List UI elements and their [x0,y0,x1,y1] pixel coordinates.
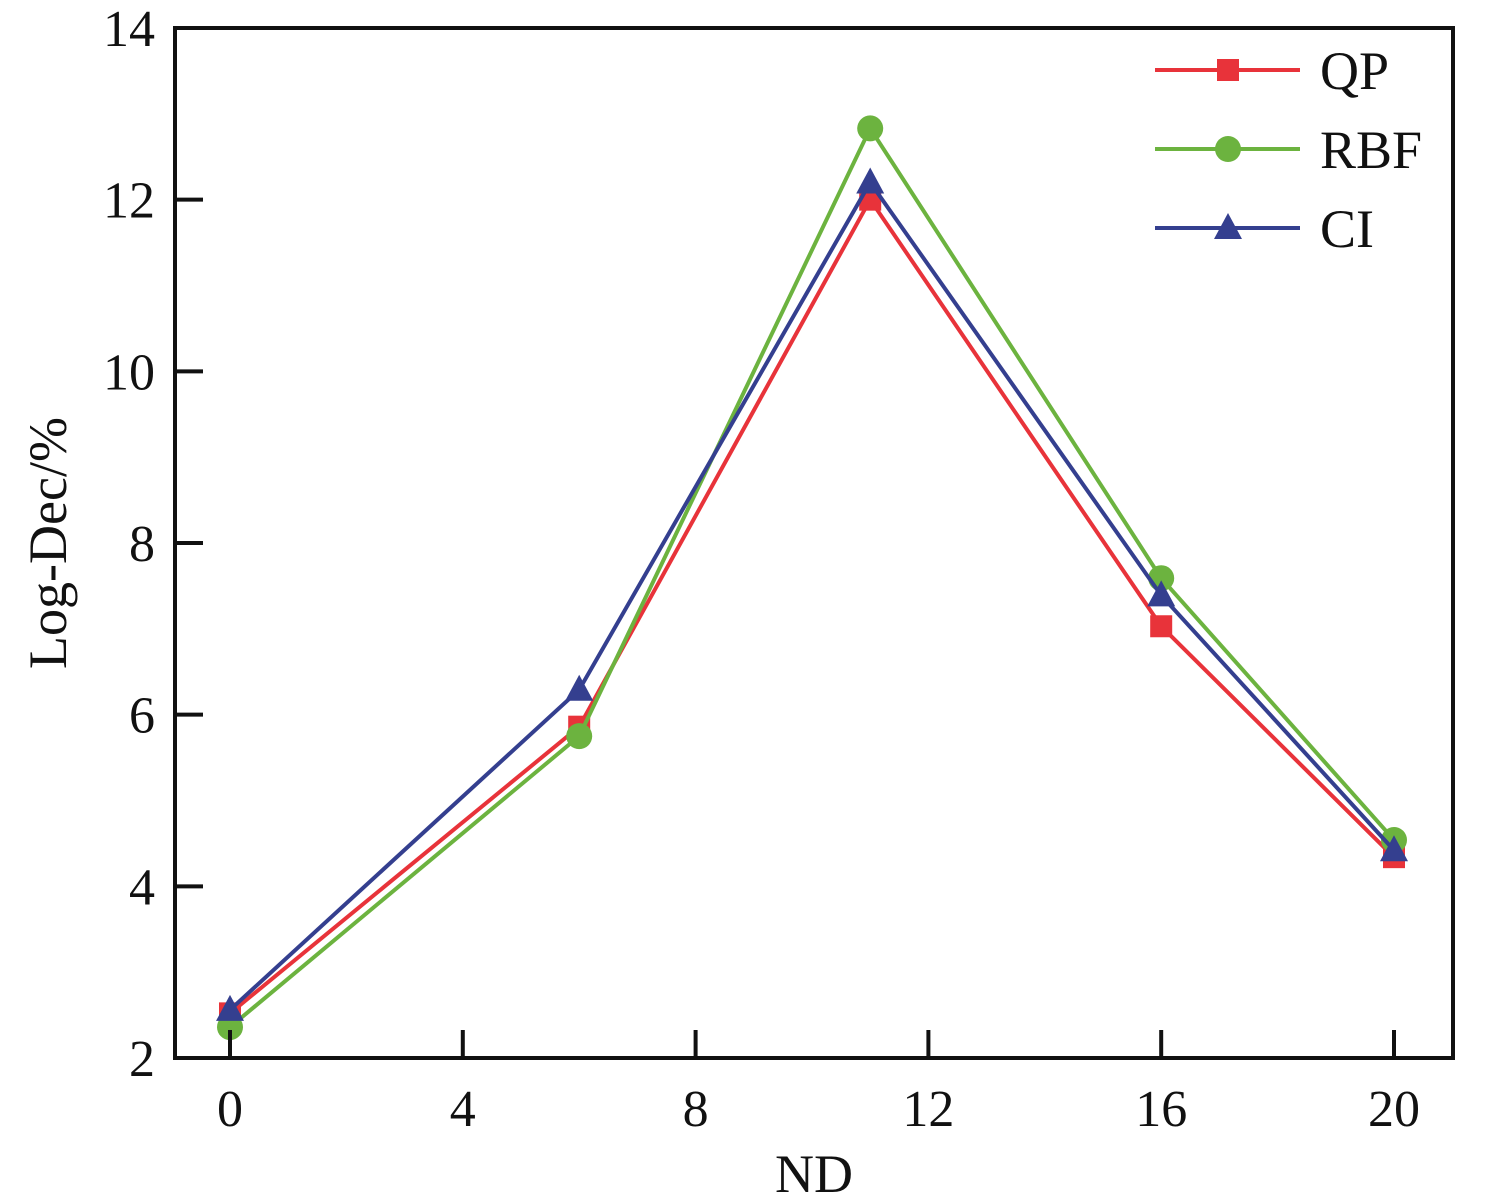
series-ci [216,167,1408,1021]
x-tick-label: 16 [1135,1081,1187,1138]
data-point-ci [856,167,885,194]
x-tick-label: 20 [1368,1081,1420,1138]
legend-marker-ci [1214,213,1242,239]
y-tick-label: 10 [103,344,155,401]
data-point-ci [1380,835,1408,862]
x-tick-label: 12 [902,1081,954,1138]
y-tick-label: 2 [129,1031,155,1088]
legend-label-rbf: RBF [1320,120,1422,180]
x-tick-label: 4 [450,1081,476,1138]
y-tick-label: 8 [129,516,155,573]
data-point-qp [1150,615,1173,638]
legend-marker-rbf [1215,136,1241,162]
data-point-ci [565,674,594,701]
x-axis-label: ND [775,1144,853,1197]
y-tick-label: 14 [103,1,155,58]
data-point-rbf [566,723,593,750]
data-point-rbf [857,115,884,142]
legend-marker-qp [1217,59,1239,81]
series-line-rbf [228,124,1396,1029]
y-tick-label: 6 [129,688,155,745]
x-tick-label: 8 [683,1081,709,1138]
data-point-ci [216,994,244,1021]
y-tick-label: 12 [103,173,155,230]
y-tick-label: 4 [129,859,155,916]
legend-label-qp: QP [1320,41,1389,101]
series-qp [219,188,1405,1025]
legend: QP RBF CI [1155,41,1422,259]
legend-label-ci: CI [1320,199,1374,259]
x-tick-label: 0 [217,1081,243,1138]
series-rbf [217,115,1407,1041]
y-axis-label: Log-Dec/% [18,417,78,669]
series-line-qp [228,195,1396,1015]
data-point-ci [1147,580,1176,607]
